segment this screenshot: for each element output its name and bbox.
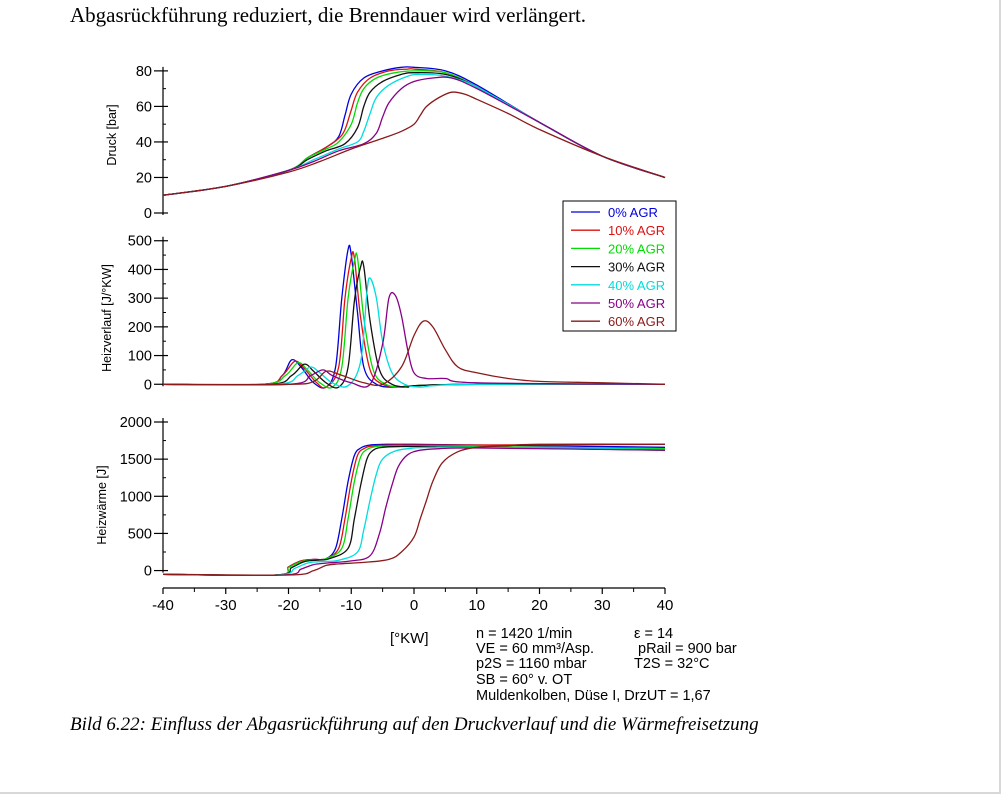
series-line-50-agr (162, 447, 666, 576)
y-tick-label: 0 (144, 206, 152, 222)
y-tick-label: 500 (128, 526, 152, 542)
legend-label: 50% AGR (608, 296, 665, 311)
series-line-50-agr (162, 291, 666, 388)
x-tick-label: -20 (278, 597, 300, 614)
chart-panel-2: 0 100 200 300 400 500 Heizverlauf [J/°KW] (100, 234, 666, 393)
legend-label: 20% AGR (608, 241, 665, 256)
series-line-60-agr (162, 443, 666, 576)
y-axis-label: Heizwärme [J] (95, 465, 109, 544)
x-tick-label: 30 (594, 597, 611, 614)
series-line-20-agr (162, 445, 666, 577)
series-line-30-agr (162, 71, 666, 196)
condition-t2s: T2S = 32°C (634, 656, 710, 672)
legend-label: 30% AGR (608, 260, 665, 275)
y-tick-label: 1000 (120, 489, 152, 505)
x-tick-label: -30 (215, 597, 237, 614)
series-line-40-agr (162, 277, 666, 388)
y-axis-label: Heizverlauf [J/°KW] (100, 264, 114, 372)
legend-item: 0% AGR (571, 205, 658, 220)
x-tick-label: -40 (152, 597, 174, 614)
legend: 0% AGR 10% AGR 20% AGR 30% AGR 40% AGR 50% AG… (562, 200, 677, 332)
legend-item: 50% AGR (571, 296, 665, 311)
legend-label: 10% AGR (608, 223, 665, 238)
condition-mulden: Muldenkolben, Düse I, DrzUT = 1,67 (476, 688, 711, 704)
legend-item: 40% AGR (571, 278, 665, 293)
operating-conditions: n = 1420 1/min ε = 14 VE = 60 mm³/Asp. p… (476, 626, 737, 704)
series-line-40-agr (162, 446, 666, 576)
y-tick-label: 400 (128, 262, 152, 278)
x-tick-label: 0 (410, 597, 418, 614)
y-tick-label: 1500 (120, 452, 152, 468)
series-line-60-agr (162, 320, 666, 387)
series-line-20-agr (162, 70, 666, 196)
page-heading: Abgasrückführung reduziert, die Brenndau… (70, 3, 587, 27)
y-tick-label: 300 (128, 291, 152, 307)
chart-panel-3: 0 500 1000 1500 2000 Heizwärme [J] (95, 415, 666, 580)
y-tick-label: 500 (128, 234, 152, 250)
x-axis-label: [°KW] (390, 630, 429, 647)
figure-caption: Bild 6.22: Einfluss der Abgasrückführung… (70, 714, 759, 735)
legend-item: 10% AGR (571, 223, 665, 238)
y-tick-label: 0 (144, 564, 152, 580)
y-tick-label: 0 (144, 377, 152, 393)
condition-n: n = 1420 1/min (476, 626, 572, 642)
legend-item: 60% AGR (571, 314, 665, 329)
series-line-60-agr (162, 91, 666, 196)
series-line-30-agr (162, 445, 666, 577)
y-tick-label: 100 (128, 349, 152, 365)
y-tick-label: 60 (136, 99, 152, 115)
series-line-10-agr (162, 443, 666, 577)
condition-p2s: p2S = 1160 mbar (476, 656, 587, 672)
series-line-30-agr (162, 260, 666, 389)
chart-panel-1: 0 20 40 60 80 Druck [bar] (105, 64, 666, 222)
condition-sb: SB = 60° v. OT (476, 672, 572, 688)
series-line-0-agr (162, 66, 666, 196)
y-tick-label: 40 (136, 135, 152, 151)
y-tick-label: 2000 (120, 415, 152, 431)
series-line-10-agr (162, 68, 666, 196)
condition-epsilon: ε = 14 (634, 626, 673, 642)
x-tick-label: 10 (468, 597, 485, 614)
series-line-50-agr (162, 76, 666, 196)
x-tick-label: -10 (340, 597, 362, 614)
legend-label: 60% AGR (608, 314, 665, 329)
y-tick-label: 20 (136, 170, 152, 186)
condition-prail: pRail = 900 bar (638, 641, 737, 657)
legend-item: 30% AGR (571, 260, 665, 275)
series-line-40-agr (162, 73, 666, 196)
x-tick-label: 40 (657, 597, 674, 614)
x-tick-label: 20 (531, 597, 548, 614)
condition-ve: VE = 60 mm³/Asp. (476, 641, 594, 657)
y-tick-label: 200 (128, 320, 152, 336)
legend-label: 0% AGR (608, 205, 658, 220)
legend-item: 20% AGR (571, 241, 665, 256)
y-tick-label: 80 (136, 64, 152, 80)
series-line-0-agr (162, 443, 666, 577)
y-axis-label: Druck [bar] (105, 104, 119, 165)
legend-label: 40% AGR (608, 278, 665, 293)
x-axis: -40 -30 -20 -10 0 10 20 30 40 (152, 587, 674, 614)
